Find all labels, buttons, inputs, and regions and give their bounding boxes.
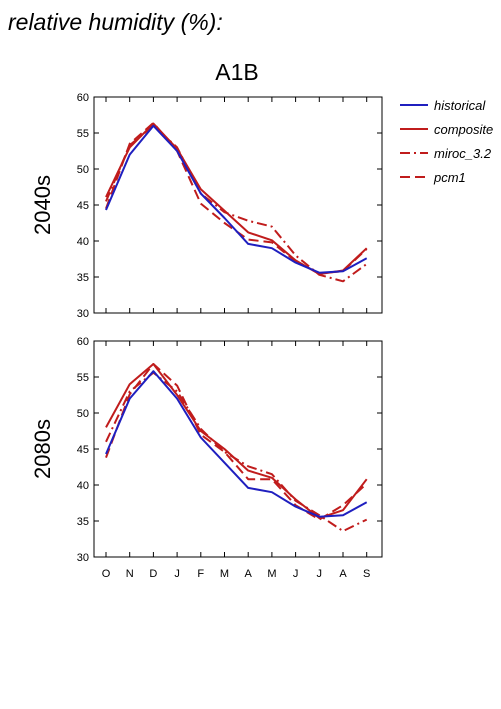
x-tick-label: J	[317, 568, 323, 580]
x-tick-label: J	[293, 568, 299, 580]
series-line-pcm1	[105, 121, 368, 275]
legend: historical composite miroc_3.2 pcm1	[400, 98, 493, 185]
x-tick-label: N	[126, 568, 134, 580]
legend-label: composite	[434, 122, 493, 137]
x-tick-label: F	[197, 568, 204, 580]
legend-label: miroc_3.2	[434, 146, 492, 161]
y-tick-label: 60	[77, 336, 89, 348]
y-tick-label: 45	[77, 200, 89, 212]
panel-frame	[93, 340, 383, 558]
y-tick-label: 55	[77, 128, 89, 140]
y-tick-label: 30	[77, 308, 89, 320]
series-line-pcm1	[105, 363, 368, 521]
y-tick-label: 35	[77, 272, 89, 284]
x-tick-label: S	[363, 568, 370, 580]
series-line-historical	[105, 370, 368, 518]
x-tick-label: O	[102, 568, 111, 580]
series-line-composite	[105, 363, 368, 520]
y-tick-label: 45	[77, 444, 89, 456]
row-label-2040s: 2040s	[30, 175, 55, 235]
series-line-historical	[105, 124, 368, 274]
y-tick-label: 60	[77, 92, 89, 104]
legend-label: pcm1	[433, 170, 466, 185]
series-line-miroc-3-2	[105, 124, 368, 283]
y-tick-label: 55	[77, 372, 89, 384]
x-tick-label: D	[149, 568, 157, 580]
x-tick-label: A	[245, 568, 253, 580]
panel-2040s: 2040s 30 35 40 45 50 55 60	[30, 92, 383, 320]
row-label-2080s: 2080s	[30, 419, 55, 479]
y-tick-label: 35	[77, 516, 89, 528]
y-tick-label: 50	[77, 408, 89, 420]
series-line-composite	[105, 122, 368, 276]
x-tick-label: J	[174, 568, 180, 580]
x-tick-label: A	[339, 568, 347, 580]
page-heading: relative humidity (%):	[8, 9, 223, 35]
y-tick-label: 40	[77, 236, 89, 248]
y-tick-label: 30	[77, 552, 89, 564]
x-tick-label: M	[267, 568, 276, 580]
series-line-miroc-3-2	[105, 371, 368, 533]
y-tick-label: 50	[77, 164, 89, 176]
scenario-title: A1B	[215, 59, 258, 85]
panel-2080s: 2080s 30 35 40 45 50 55 60 O N D J F M A M J J A S	[30, 336, 383, 580]
y-tick-label: 40	[77, 480, 89, 492]
x-tick-label: M	[220, 568, 229, 580]
legend-label: historical	[434, 98, 486, 113]
